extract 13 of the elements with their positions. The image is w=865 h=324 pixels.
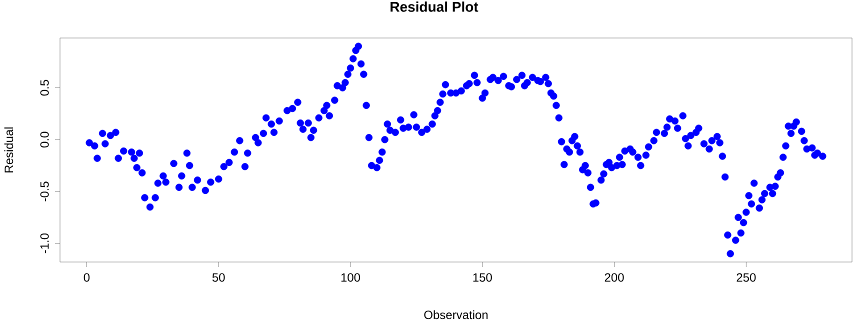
y-tick-label: 0.0: [40, 132, 49, 148]
x-tick-label: 150: [473, 273, 492, 282]
x-tick-label: 100: [341, 273, 360, 282]
x-tick-label: 50: [212, 273, 225, 282]
y-axis-title: Residual: [4, 127, 14, 172]
y-tick-label: 0.5: [40, 80, 49, 96]
x-tick-label: 250: [736, 273, 756, 282]
x-axis-title: Observation: [424, 310, 488, 320]
y-tick-label: -0.5: [40, 182, 49, 202]
x-tick-label: 200: [604, 273, 624, 282]
y-tick-label: -1.0: [40, 233, 49, 254]
chart-title: Residual Plot: [390, 2, 478, 12]
x-tick-label: 0: [84, 273, 90, 282]
